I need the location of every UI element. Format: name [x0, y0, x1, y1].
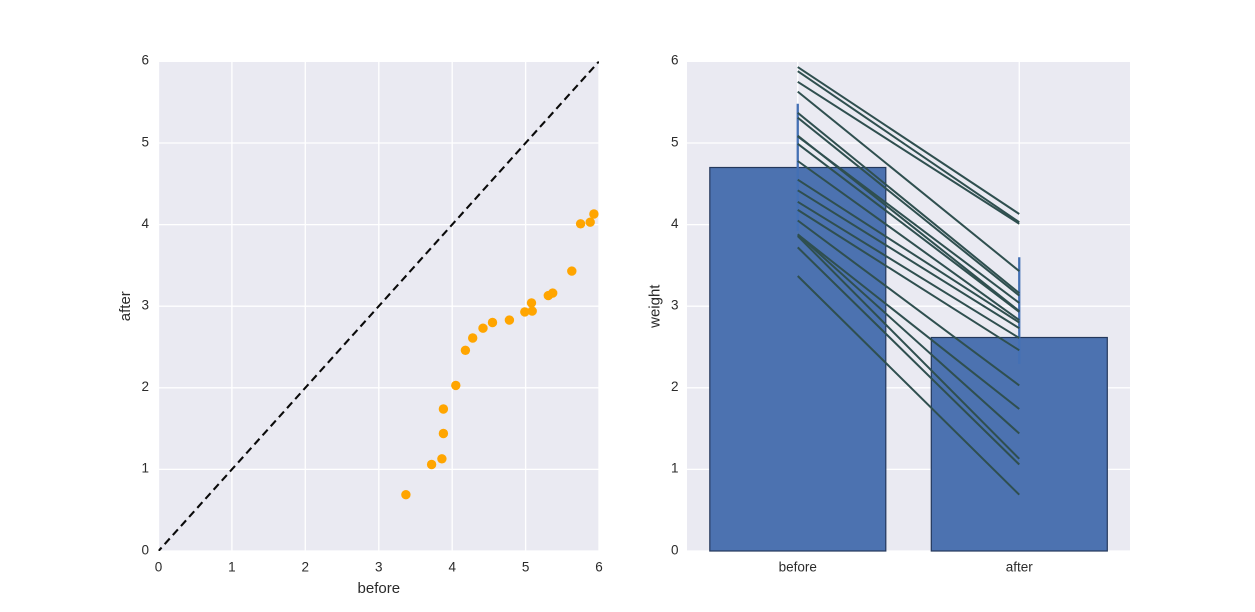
svg-text:before: before: [358, 580, 401, 597]
svg-text:0: 0: [671, 542, 679, 557]
svg-text:2: 2: [302, 560, 310, 575]
svg-text:after: after: [117, 291, 134, 321]
svg-text:before: before: [779, 560, 817, 575]
svg-text:4: 4: [141, 216, 149, 231]
svg-text:4: 4: [448, 560, 456, 575]
svg-text:5: 5: [141, 134, 149, 149]
svg-text:2: 2: [141, 379, 149, 394]
svg-text:1: 1: [671, 461, 679, 476]
svg-text:6: 6: [595, 560, 603, 575]
svg-text:6: 6: [141, 53, 149, 68]
svg-text:6: 6: [671, 53, 679, 68]
svg-text:3: 3: [671, 298, 679, 313]
svg-text:weight: weight: [646, 284, 663, 329]
svg-text:3: 3: [375, 560, 383, 575]
svg-text:1: 1: [228, 560, 236, 575]
svg-text:after: after: [1006, 560, 1034, 575]
svg-text:3: 3: [141, 298, 149, 313]
svg-text:5: 5: [671, 134, 679, 149]
svg-text:2: 2: [671, 379, 679, 394]
svg-text:1: 1: [141, 461, 149, 476]
svg-text:0: 0: [155, 560, 163, 575]
svg-text:0: 0: [141, 542, 149, 557]
svg-text:5: 5: [522, 560, 530, 575]
svg-text:4: 4: [671, 216, 679, 231]
